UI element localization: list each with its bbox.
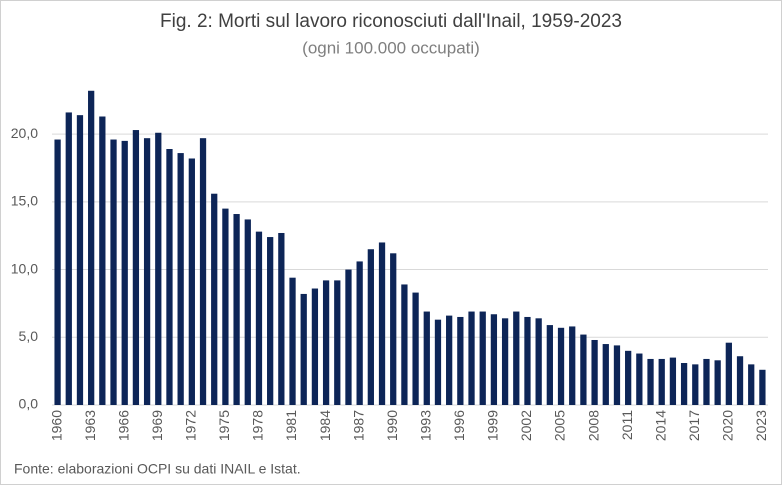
bar bbox=[244, 219, 251, 405]
bar bbox=[669, 357, 677, 405]
x-tick-label: 1963 bbox=[82, 410, 98, 441]
bar bbox=[401, 284, 408, 405]
bar bbox=[736, 356, 744, 405]
bar bbox=[434, 319, 442, 405]
bar bbox=[278, 232, 285, 405]
bar bbox=[88, 90, 95, 405]
x-tick-label: 1960 bbox=[48, 410, 64, 441]
y-tick-label: 0,0 bbox=[19, 396, 39, 412]
x-tick-label: 1993 bbox=[417, 410, 433, 441]
bar bbox=[367, 249, 374, 405]
bar bbox=[557, 327, 565, 405]
bar bbox=[546, 325, 553, 405]
x-tick-label: 2020 bbox=[720, 410, 736, 441]
bar bbox=[703, 358, 710, 405]
y-tick-label: 5,0 bbox=[19, 328, 39, 344]
bar bbox=[289, 277, 296, 405]
x-tick-label: 2005 bbox=[552, 410, 568, 441]
bar bbox=[479, 311, 486, 405]
bar bbox=[725, 342, 732, 405]
bar bbox=[177, 153, 184, 405]
bar bbox=[233, 214, 240, 405]
bar bbox=[613, 345, 621, 405]
bar bbox=[143, 138, 151, 405]
y-tick-label: 10,0 bbox=[11, 260, 38, 276]
source-note: Fonte: elaborazioni OCPI su dati INAIL e… bbox=[14, 461, 301, 477]
chart-title: Fig. 2: Morti sul lavoro riconosciuti da… bbox=[160, 11, 622, 32]
bar bbox=[99, 116, 106, 405]
y-tick-label: 15,0 bbox=[11, 193, 38, 209]
bar bbox=[322, 280, 330, 405]
bar bbox=[166, 149, 173, 405]
bar bbox=[345, 269, 352, 405]
x-tick-label: 2023 bbox=[753, 410, 769, 441]
bar bbox=[580, 334, 587, 405]
bar bbox=[334, 280, 341, 405]
bar bbox=[636, 353, 643, 405]
bar bbox=[155, 132, 162, 405]
bar bbox=[378, 242, 386, 405]
bar bbox=[658, 358, 665, 405]
bar bbox=[255, 231, 263, 405]
bar bbox=[199, 138, 207, 405]
bar bbox=[647, 358, 654, 405]
bar bbox=[501, 318, 509, 405]
bar bbox=[356, 261, 363, 405]
x-tick-label: 2017 bbox=[686, 410, 702, 441]
bar bbox=[188, 158, 195, 405]
bar bbox=[569, 326, 576, 405]
bar bbox=[54, 139, 61, 405]
bar bbox=[110, 139, 117, 405]
bar bbox=[423, 311, 430, 405]
bar bbox=[680, 363, 688, 405]
bar bbox=[311, 288, 319, 405]
bar bbox=[76, 115, 84, 405]
bar bbox=[121, 140, 128, 405]
x-tick-label: 2002 bbox=[518, 410, 534, 441]
x-tick-label: 1996 bbox=[451, 410, 467, 441]
bar bbox=[625, 350, 632, 405]
bar bbox=[300, 293, 307, 405]
x-tick-label: 1978 bbox=[250, 410, 266, 441]
bar bbox=[267, 237, 274, 405]
x-tick-label: 1987 bbox=[350, 410, 366, 441]
chart-subtitle: (ogni 100.000 occupati) bbox=[302, 38, 480, 57]
bar bbox=[457, 316, 464, 405]
x-tick-label: 1966 bbox=[115, 410, 131, 441]
bar bbox=[446, 315, 453, 405]
x-tick-label: 2008 bbox=[585, 410, 601, 441]
bar bbox=[211, 193, 218, 405]
x-tick-label: 2011 bbox=[619, 410, 635, 440]
y-tick-label: 20,0 bbox=[11, 125, 38, 141]
bar bbox=[222, 208, 229, 405]
bar bbox=[692, 364, 699, 405]
x-tick-label: 1972 bbox=[183, 410, 199, 441]
bar bbox=[132, 130, 140, 405]
x-tick-label: 1975 bbox=[216, 410, 232, 441]
bar bbox=[714, 360, 721, 405]
x-tick-label: 1981 bbox=[283, 410, 299, 441]
x-tick-label: 1969 bbox=[149, 410, 165, 441]
bar bbox=[513, 311, 520, 405]
bar bbox=[759, 369, 766, 405]
bar bbox=[524, 316, 531, 405]
bar bbox=[748, 364, 755, 405]
bar bbox=[468, 311, 475, 405]
x-tick-label: 1990 bbox=[384, 410, 400, 441]
x-tick-label: 1999 bbox=[485, 410, 501, 441]
x-tick-label: 1984 bbox=[317, 410, 333, 441]
bar bbox=[602, 344, 609, 405]
bar bbox=[490, 314, 498, 405]
bar bbox=[390, 253, 397, 405]
bar bbox=[591, 339, 598, 405]
bar bbox=[65, 112, 72, 405]
x-tick-label: 2014 bbox=[652, 410, 668, 441]
bar bbox=[412, 292, 419, 405]
bar bbox=[535, 318, 542, 405]
